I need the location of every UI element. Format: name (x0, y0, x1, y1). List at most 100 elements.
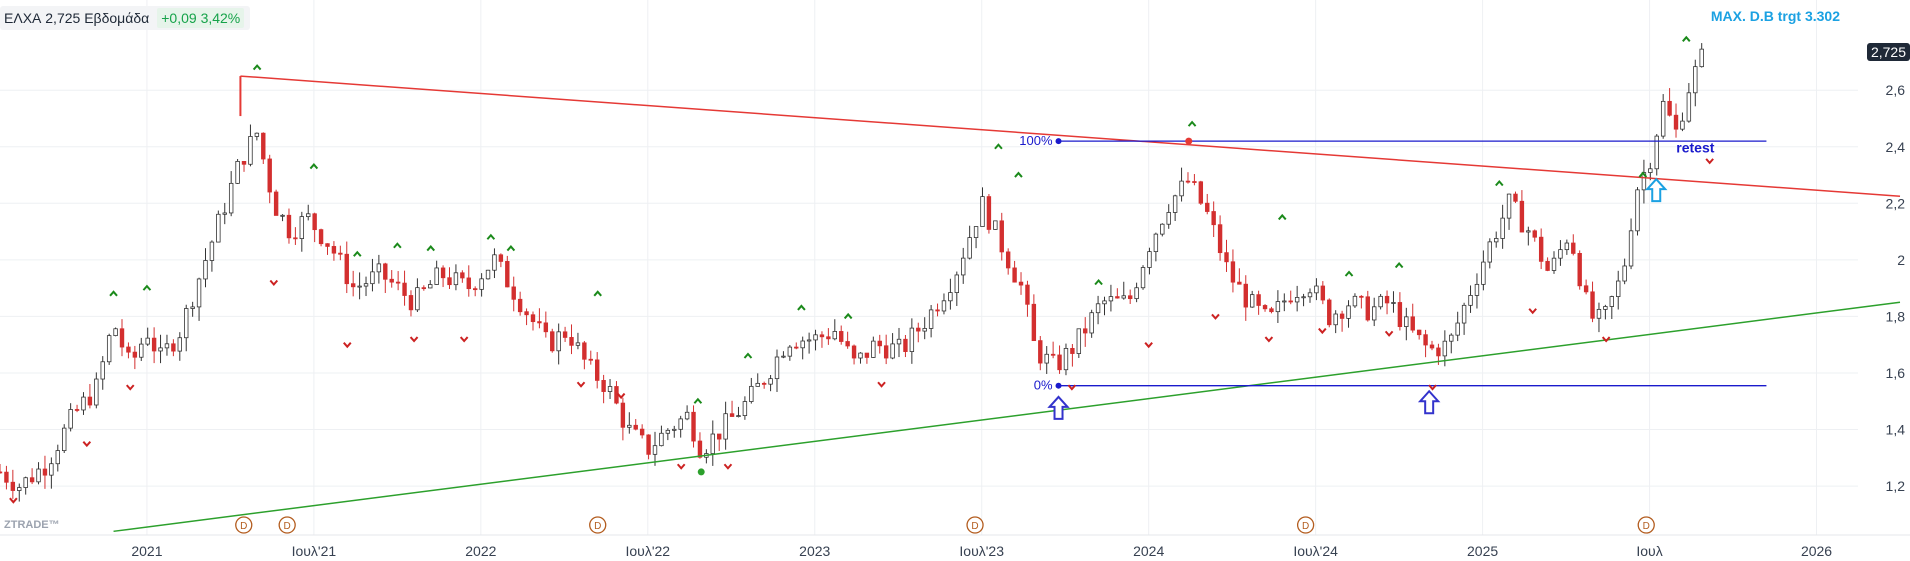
candle-body (691, 411, 696, 442)
candle-body (1667, 100, 1672, 116)
candle-body (1449, 334, 1454, 342)
up-arrow-icon (1417, 389, 1441, 415)
candle-body (659, 432, 664, 447)
x-tick-label: Ιουλ'24 (1293, 543, 1338, 559)
candle-body (1359, 295, 1364, 298)
candle-body (1185, 180, 1191, 183)
last-price-badge: 2,725 (1866, 43, 1910, 61)
candle-body (1628, 230, 1634, 267)
candle-body (415, 287, 420, 311)
candle-body (203, 260, 208, 280)
fib-level-label: 100% (1019, 133, 1053, 148)
candle-body (1307, 292, 1313, 298)
candle-body (1050, 353, 1056, 356)
fractal-up-icon (693, 397, 703, 404)
fractal-up-icon (1495, 179, 1504, 187)
candle-body (318, 229, 324, 245)
candle-body (402, 282, 407, 296)
candle-body (896, 338, 902, 345)
candle-body (1102, 300, 1107, 305)
x-tick-label: 2025 (1467, 543, 1498, 559)
candle-body (665, 429, 671, 434)
dividend-icon-glyph: D (1643, 521, 1650, 532)
x-tick-label: 2026 (1801, 543, 1832, 559)
candle-body (222, 212, 227, 215)
candle-body (267, 158, 272, 193)
fractal-down-icon (1264, 336, 1274, 343)
candle-body (1590, 291, 1595, 319)
dividend-icon-glyph: D (594, 521, 601, 532)
candle-body (1031, 303, 1037, 342)
candle-body (1686, 92, 1692, 122)
candle-body (562, 331, 568, 338)
candle-body (1474, 283, 1480, 296)
fractal-up-icon (1344, 270, 1354, 277)
fractal-up-icon (797, 304, 806, 311)
candle-body (1461, 304, 1467, 324)
fractal-down-icon (269, 279, 279, 287)
candle-body (1365, 296, 1370, 321)
fractal-up-icon (1094, 278, 1103, 286)
fractal-up-icon (994, 143, 1003, 150)
candle-body (871, 340, 876, 358)
candle-body (248, 136, 253, 165)
candle-body (954, 274, 960, 293)
fractal-up-icon (1187, 120, 1197, 127)
candle-body (851, 345, 857, 359)
candle-body (428, 284, 433, 289)
candle-body (1095, 303, 1101, 314)
watermark-logo: ZTRADE™ (4, 519, 60, 531)
pivot-low-point (697, 468, 705, 476)
candle-body (1070, 348, 1075, 354)
fib-anchor-point (1055, 138, 1062, 145)
candle-body (1609, 296, 1615, 307)
candle-body (1603, 306, 1608, 310)
candle-body (1301, 296, 1306, 299)
candle-body (1160, 223, 1165, 235)
fractal-up-icon (309, 163, 319, 170)
candle-body (1275, 301, 1281, 313)
fractal-down-icon (1601, 336, 1611, 343)
candle-body (1551, 257, 1557, 271)
fractal-down-icon (409, 336, 419, 343)
candle-body (1038, 340, 1043, 364)
candle-body (1532, 230, 1537, 238)
legend-change: +0,09 3,42% (157, 8, 245, 28)
candle-body (941, 300, 947, 312)
fractal-down-icon (125, 384, 135, 391)
candle-body (126, 346, 131, 353)
candle-body (717, 433, 722, 440)
candle-body (370, 271, 375, 285)
candle-body (916, 327, 921, 332)
candle-body (158, 347, 163, 352)
candle-body (530, 314, 536, 323)
legend-interval: Εβδομάδα (84, 10, 150, 26)
candle-body (132, 351, 138, 358)
candle-body (434, 267, 439, 285)
candle-body (164, 343, 170, 349)
candle-body (498, 254, 504, 262)
fractal-down-icon (723, 463, 733, 470)
candle-body (1256, 294, 1261, 306)
candle-body (524, 311, 529, 316)
trend-lines: 100% 0% (113, 75, 1901, 533)
candle-body (177, 337, 183, 352)
candle-body (299, 216, 305, 239)
symbol-legend[interactable]: ΕΛΧΑ 2,725 Εβδομάδα +0,09 3,42% (0, 6, 251, 30)
fractal-down-icon (1067, 384, 1077, 391)
price-axis[interactable]: 2,6 2,4 2,2 2 1,8 1,6 1,4 1,2 (1886, 82, 1906, 494)
fractal-down-icon (1384, 330, 1394, 337)
fractal-up-icon (486, 233, 496, 240)
time-axis[interactable]: 2021 Ιουλ'21 2022 Ιουλ'22 2023 Ιουλ'23 2024 Ιου… (131, 543, 1832, 559)
candle-body (62, 427, 67, 452)
candle-body (582, 342, 587, 360)
candle-body (0, 471, 3, 474)
candle-body (1391, 302, 1396, 304)
candle-body (935, 309, 940, 312)
candle-body (1243, 283, 1248, 308)
dividend-icon (1637, 516, 1655, 534)
candle-body (909, 327, 915, 352)
target-label: MAX. D.B trgt 3.302 (1710, 8, 1840, 24)
candle-body (344, 253, 349, 285)
